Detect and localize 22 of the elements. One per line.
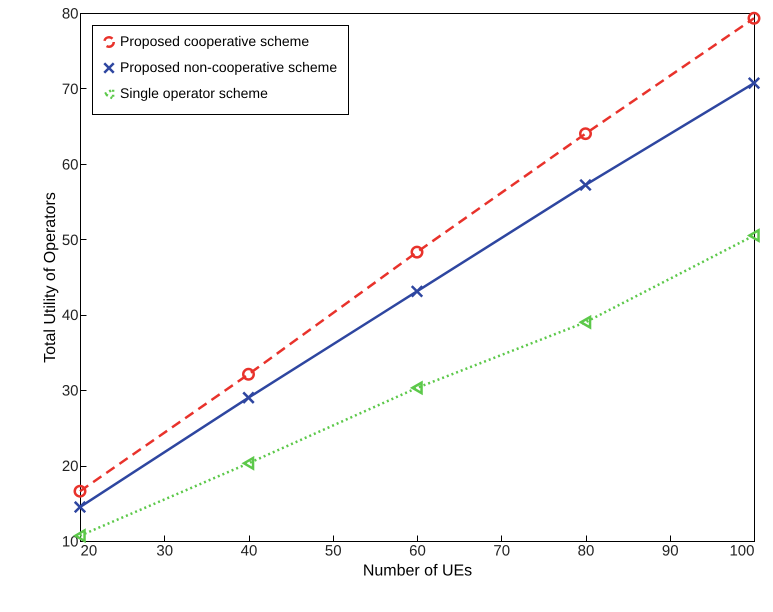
x-tick-label: 50 [324, 542, 342, 560]
y-tick-label: 80 [62, 6, 78, 22]
x-tick-label: 20 [80, 542, 98, 560]
y-tick-label: 50 [62, 232, 78, 249]
y-tick-label: 70 [62, 80, 78, 98]
legend-label: Proposed non-cooperative scheme [120, 59, 338, 75]
legend-label: Proposed cooperative scheme [120, 33, 310, 49]
y-tick-label: 40 [62, 307, 78, 324]
x-tick-label: 40 [240, 542, 258, 560]
x-tick-label: 80 [578, 542, 594, 560]
y-tick-label: 60 [62, 156, 78, 174]
y-tick-label: 30 [62, 382, 78, 400]
y-tick-label: 20 [62, 458, 78, 476]
x-tick-label: 70 [493, 542, 510, 560]
x-axis-title: Number of UEs [362, 562, 472, 580]
x-tick-label: 60 [409, 542, 426, 560]
x-tick-label: 90 [662, 542, 679, 560]
y-axis-title: Total Utility of Operators [42, 192, 59, 363]
x-tick-label: 30 [156, 542, 174, 560]
x-tick-label: 100 [729, 542, 754, 560]
y-tick-label: 10 [62, 534, 78, 550]
legend-label: Single operator scheme [120, 85, 268, 101]
